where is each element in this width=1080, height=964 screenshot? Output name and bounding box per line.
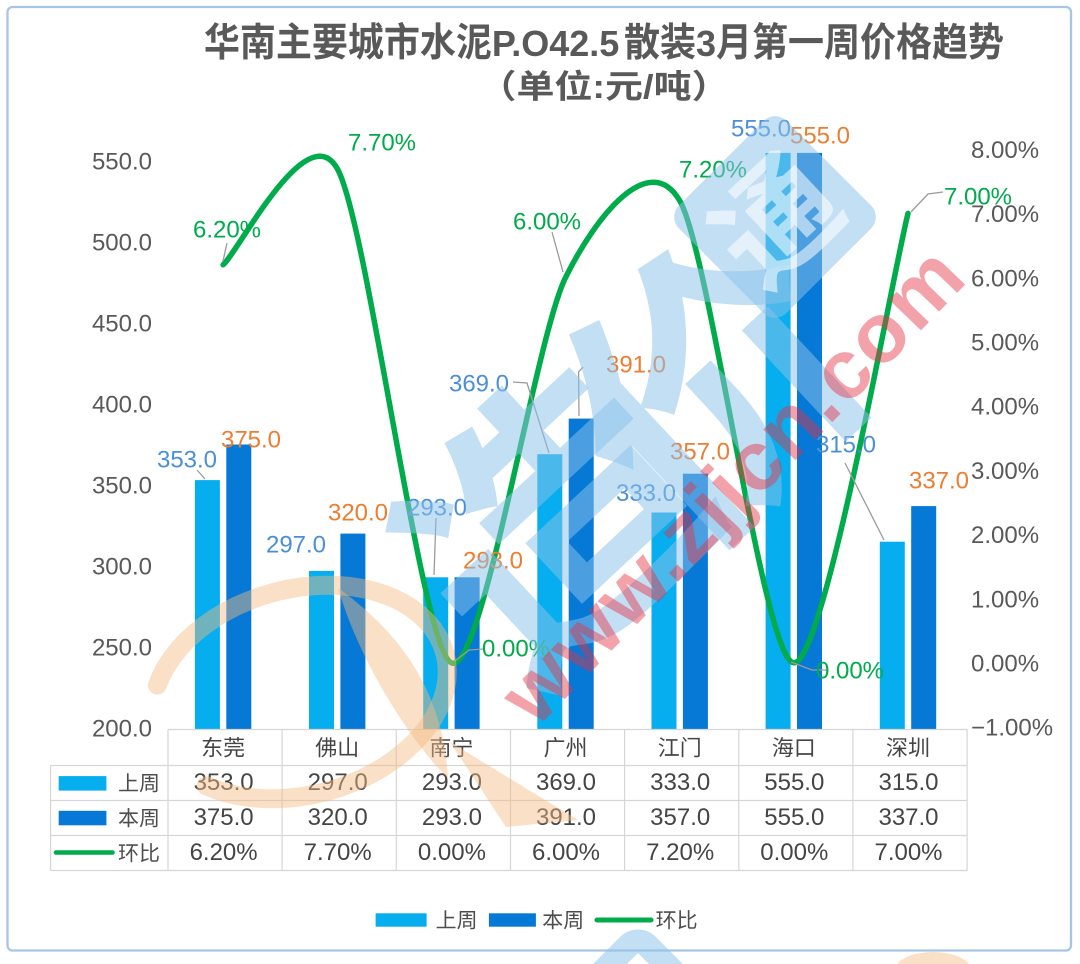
- svg-text:293.0: 293.0: [422, 769, 482, 796]
- svg-text:375.0: 375.0: [221, 427, 281, 454]
- svg-text:353.0: 353.0: [194, 769, 254, 796]
- svg-text:337.0: 337.0: [878, 804, 938, 831]
- svg-text::: :: [592, 68, 605, 105]
- svg-text:6.00%: 6.00%: [971, 265, 1039, 292]
- svg-text:6.20%: 6.20%: [190, 839, 258, 866]
- svg-text:/: /: [643, 68, 654, 105]
- svg-text:−1.00%: −1.00%: [971, 715, 1053, 742]
- svg-text:320.0: 320.0: [328, 500, 388, 527]
- svg-text:6.00%: 6.00%: [532, 839, 600, 866]
- svg-text:391.0: 391.0: [536, 804, 596, 831]
- svg-text:450.0: 450.0: [92, 311, 152, 338]
- svg-text:357.0: 357.0: [650, 804, 710, 831]
- svg-text:1.00%: 1.00%: [971, 586, 1039, 613]
- svg-text:7.00%: 7.00%: [971, 201, 1039, 228]
- svg-text:4.00%: 4.00%: [971, 394, 1039, 421]
- svg-text:297.0: 297.0: [266, 532, 326, 559]
- svg-text:7.00%: 7.00%: [874, 839, 942, 866]
- svg-text:350.0: 350.0: [92, 473, 152, 500]
- svg-text:P.O42.5: P.O42.5: [492, 23, 619, 64]
- svg-text:7.00%: 7.00%: [944, 184, 1012, 211]
- svg-text:300.0: 300.0: [92, 554, 152, 581]
- svg-text:353.0: 353.0: [157, 447, 217, 474]
- svg-text:7.20%: 7.20%: [646, 839, 714, 866]
- svg-text:550.0: 550.0: [92, 149, 152, 176]
- svg-text:297.0: 297.0: [308, 769, 368, 796]
- svg-text:333.0: 333.0: [650, 769, 710, 796]
- svg-text:369.0: 369.0: [536, 769, 596, 796]
- svg-text:555.0: 555.0: [764, 769, 824, 796]
- svg-text:3.00%: 3.00%: [971, 458, 1039, 485]
- svg-text:3: 3: [696, 23, 716, 64]
- svg-text:2.00%: 2.00%: [971, 522, 1039, 549]
- svg-text:0.00%: 0.00%: [816, 658, 884, 685]
- svg-text:0.00%: 0.00%: [760, 839, 828, 866]
- svg-text:500.0: 500.0: [92, 230, 152, 257]
- svg-text:337.0: 337.0: [909, 468, 969, 495]
- svg-text:315.0: 315.0: [878, 769, 938, 796]
- svg-text:555.0: 555.0: [764, 804, 824, 831]
- svg-text:7.70%: 7.70%: [348, 130, 416, 157]
- svg-text:250.0: 250.0: [92, 635, 152, 662]
- svg-text:5.00%: 5.00%: [971, 330, 1039, 357]
- svg-text:375.0: 375.0: [194, 804, 254, 831]
- svg-text:200.0: 200.0: [92, 716, 152, 743]
- svg-text:400.0: 400.0: [92, 392, 152, 419]
- svg-text:0.00%: 0.00%: [971, 651, 1039, 678]
- svg-text:320.0: 320.0: [308, 804, 368, 831]
- svg-text:7.70%: 7.70%: [304, 839, 372, 866]
- svg-text:6.20%: 6.20%: [193, 217, 261, 244]
- svg-text:6.00%: 6.00%: [513, 209, 581, 236]
- svg-text:8.00%: 8.00%: [971, 137, 1039, 164]
- svg-text:0.00%: 0.00%: [418, 839, 486, 866]
- svg-text:293.0: 293.0: [422, 804, 482, 831]
